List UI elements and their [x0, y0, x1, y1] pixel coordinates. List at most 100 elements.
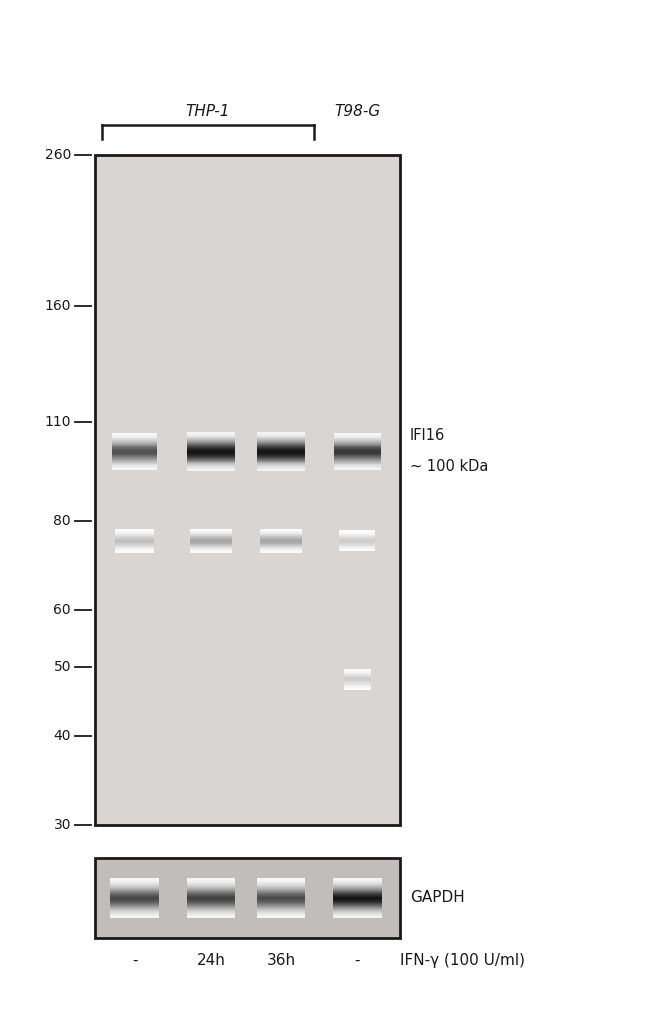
- Bar: [190, 538, 231, 539]
- Bar: [333, 905, 382, 907]
- Bar: [187, 908, 235, 910]
- Bar: [334, 467, 381, 468]
- Bar: [111, 913, 159, 915]
- Bar: [111, 914, 159, 916]
- Bar: [112, 451, 157, 452]
- Bar: [257, 909, 306, 911]
- Bar: [333, 881, 382, 882]
- Bar: [190, 547, 231, 548]
- Bar: [257, 887, 306, 889]
- Bar: [187, 893, 235, 895]
- Bar: [115, 548, 155, 549]
- Bar: [334, 447, 381, 449]
- Bar: [333, 904, 382, 906]
- Bar: [115, 533, 155, 534]
- Bar: [187, 463, 235, 465]
- Bar: [187, 443, 235, 445]
- Bar: [111, 891, 159, 893]
- Bar: [261, 543, 302, 544]
- Bar: [190, 536, 231, 537]
- Bar: [257, 450, 306, 451]
- Text: -: -: [354, 953, 360, 968]
- Bar: [257, 892, 306, 894]
- Bar: [257, 898, 306, 900]
- Bar: [257, 451, 306, 452]
- Bar: [190, 537, 231, 538]
- Bar: [187, 900, 235, 901]
- Bar: [115, 546, 155, 547]
- Bar: [187, 448, 235, 450]
- Bar: [261, 542, 302, 543]
- Bar: [190, 538, 231, 539]
- Bar: [115, 532, 155, 533]
- Bar: [261, 550, 302, 551]
- Bar: [333, 912, 382, 914]
- Bar: [257, 902, 306, 904]
- Text: 260: 260: [45, 148, 71, 162]
- Bar: [115, 531, 155, 532]
- Bar: [187, 882, 235, 884]
- Bar: [111, 906, 159, 908]
- Bar: [115, 544, 155, 545]
- Bar: [115, 530, 155, 531]
- Bar: [257, 914, 306, 916]
- Bar: [115, 530, 155, 531]
- Bar: [334, 445, 381, 447]
- Bar: [190, 546, 231, 547]
- Bar: [261, 546, 302, 547]
- Bar: [257, 906, 306, 908]
- Bar: [257, 438, 306, 440]
- Bar: [257, 900, 306, 901]
- Bar: [115, 539, 155, 540]
- Bar: [111, 886, 159, 888]
- Bar: [187, 468, 235, 470]
- Bar: [261, 535, 302, 536]
- Bar: [115, 548, 155, 549]
- Bar: [111, 901, 159, 903]
- Bar: [115, 540, 155, 541]
- Bar: [115, 551, 155, 552]
- Bar: [112, 447, 157, 449]
- Bar: [112, 464, 157, 466]
- Bar: [112, 468, 157, 469]
- Bar: [187, 450, 235, 451]
- Bar: [190, 545, 231, 546]
- Bar: [187, 451, 235, 452]
- Bar: [333, 885, 382, 887]
- Bar: [261, 533, 302, 534]
- Bar: [257, 907, 306, 909]
- Bar: [190, 539, 231, 540]
- Bar: [190, 549, 231, 550]
- Bar: [111, 910, 159, 912]
- Bar: [187, 439, 235, 441]
- Bar: [257, 890, 306, 892]
- Bar: [190, 529, 231, 530]
- Bar: [261, 548, 302, 549]
- Bar: [111, 884, 159, 886]
- Bar: [187, 894, 235, 896]
- Bar: [190, 548, 231, 549]
- Bar: [261, 550, 302, 551]
- Bar: [261, 540, 302, 541]
- Bar: [257, 466, 306, 468]
- Bar: [112, 462, 157, 464]
- Bar: [261, 544, 302, 545]
- Bar: [190, 534, 231, 535]
- Text: 36h: 36h: [266, 953, 296, 968]
- Bar: [115, 536, 155, 537]
- Bar: [334, 436, 381, 438]
- Text: 30: 30: [53, 818, 71, 832]
- Bar: [334, 468, 381, 469]
- Bar: [334, 446, 381, 448]
- Bar: [190, 534, 231, 535]
- Bar: [261, 530, 302, 531]
- Bar: [187, 453, 235, 456]
- Bar: [334, 438, 381, 440]
- Bar: [257, 453, 306, 456]
- Bar: [115, 550, 155, 551]
- Bar: [187, 898, 235, 900]
- Bar: [257, 433, 306, 435]
- Bar: [334, 462, 381, 464]
- Bar: [333, 894, 382, 896]
- Bar: [257, 457, 306, 459]
